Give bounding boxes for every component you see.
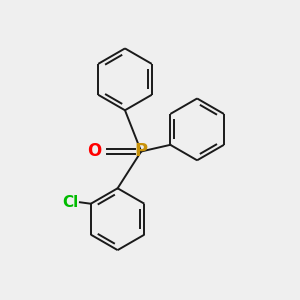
Text: P: P	[135, 142, 148, 160]
Text: Cl: Cl	[62, 195, 78, 210]
Text: O: O	[87, 142, 101, 160]
